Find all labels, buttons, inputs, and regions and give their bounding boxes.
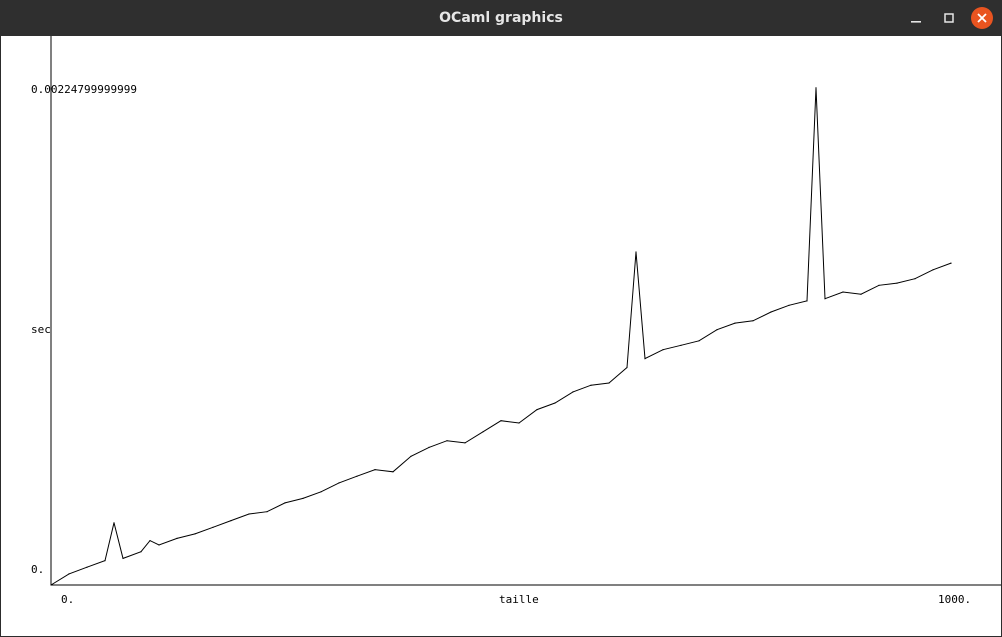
data-point — [608, 382, 610, 384]
data-point — [644, 358, 646, 360]
data-point — [428, 446, 430, 448]
x-tick-label-max: 1000. — [938, 593, 971, 606]
data-point — [815, 87, 817, 89]
data-point — [68, 573, 70, 575]
data-point — [266, 511, 268, 513]
data-point — [158, 544, 160, 546]
data-point — [284, 502, 286, 504]
x-axis-label: taille — [499, 593, 539, 606]
data-point — [950, 262, 952, 264]
y-axis-label: sec — [31, 323, 51, 336]
data-point — [446, 440, 448, 442]
data-point — [518, 422, 520, 424]
data-point — [914, 278, 916, 280]
data-point — [500, 420, 502, 422]
data-point — [212, 526, 214, 528]
data-point — [392, 471, 394, 473]
graphics-canvas: 0.00224799999999 sec 0. 0. taille 1000. — [1, 36, 1001, 636]
data-point — [338, 482, 340, 484]
minimize-icon[interactable] — [906, 8, 926, 28]
data-point — [302, 497, 304, 499]
close-icon[interactable] — [971, 7, 993, 29]
data-point — [878, 284, 880, 286]
data-point — [104, 560, 106, 562]
data-point — [932, 269, 934, 271]
data-point — [356, 475, 358, 477]
data-point — [896, 282, 898, 284]
data-point — [680, 344, 682, 346]
data-point — [635, 251, 637, 253]
data-point — [86, 566, 88, 568]
data-point — [194, 533, 196, 535]
data-point — [842, 291, 844, 293]
window-titlebar[interactable]: OCaml graphics — [0, 0, 1002, 36]
data-point — [50, 584, 52, 586]
maximize-icon[interactable] — [939, 8, 959, 28]
data-point — [149, 540, 151, 542]
line-chart: 0.00224799999999 sec 0. 0. taille 1000. — [31, 36, 1001, 606]
data-point — [698, 340, 700, 342]
data-point — [248, 513, 250, 515]
data-point — [662, 349, 664, 351]
y-tick-label-max: 0.00224799999999 — [31, 83, 137, 96]
data-point — [536, 409, 538, 411]
x-tick-label-min: 0. — [61, 593, 74, 606]
data-point — [122, 557, 124, 560]
data-point — [410, 455, 412, 457]
data-point — [140, 551, 142, 553]
data-point — [716, 329, 718, 331]
series-line — [50, 87, 952, 586]
data-point — [554, 402, 556, 404]
data-point — [113, 522, 115, 524]
data-point — [788, 304, 790, 306]
data-point — [590, 384, 592, 386]
data-point — [230, 520, 232, 522]
data-point — [176, 537, 178, 539]
data-point — [752, 320, 754, 322]
data-point — [770, 311, 772, 313]
data-point — [734, 322, 736, 324]
data-point — [626, 366, 628, 369]
data-point — [464, 442, 466, 444]
data-point — [320, 491, 322, 493]
data-point — [824, 298, 826, 300]
data-point — [572, 391, 574, 393]
data-point — [860, 293, 862, 295]
data-point — [374, 469, 376, 471]
data-point — [482, 431, 484, 433]
window-title: OCaml graphics — [439, 10, 563, 26]
y-tick-label-min: 0. — [31, 563, 44, 576]
data-point — [806, 300, 808, 302]
